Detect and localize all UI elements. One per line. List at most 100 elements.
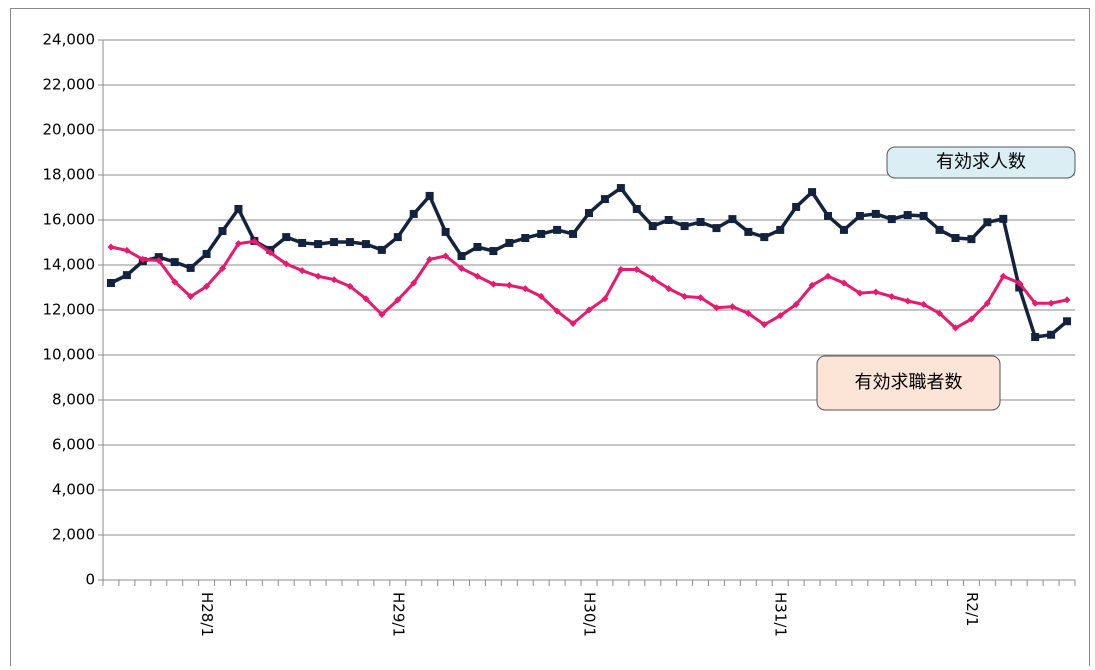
marker xyxy=(712,224,721,233)
marker xyxy=(219,264,227,272)
marker xyxy=(633,266,641,273)
marker xyxy=(521,234,530,242)
marker xyxy=(585,209,593,218)
y-tick-label: 20,000 xyxy=(43,121,96,139)
marker xyxy=(426,255,434,263)
marker xyxy=(664,216,673,224)
marker xyxy=(298,267,306,275)
marker xyxy=(951,324,959,332)
marker xyxy=(776,225,785,234)
marker xyxy=(1031,333,1040,341)
marker xyxy=(298,238,307,247)
marker xyxy=(760,321,768,329)
marker xyxy=(1047,330,1056,339)
marker xyxy=(1015,279,1023,287)
marker xyxy=(999,272,1007,280)
y-tick-label: 8,000 xyxy=(52,391,95,409)
marker xyxy=(410,279,418,287)
marker xyxy=(999,214,1008,223)
marker xyxy=(362,295,370,303)
series-label-box xyxy=(816,355,1001,411)
marker xyxy=(218,227,227,236)
marker xyxy=(680,222,689,231)
marker xyxy=(346,282,354,290)
marker xyxy=(728,303,736,311)
marker xyxy=(967,315,975,323)
y-tick-label: 10,000 xyxy=(43,346,96,364)
series-label-box xyxy=(886,146,1076,179)
marker xyxy=(935,225,944,234)
marker xyxy=(904,297,912,305)
x-tick-label: H31/1 xyxy=(772,592,790,637)
marker xyxy=(919,211,928,220)
marker xyxy=(250,237,258,245)
marker xyxy=(282,233,291,242)
marker xyxy=(473,243,482,251)
y-tick-label: 16,000 xyxy=(43,211,96,229)
marker xyxy=(887,215,896,224)
marker xyxy=(377,245,386,254)
marker xyxy=(425,191,434,200)
marker xyxy=(187,293,195,300)
marker xyxy=(122,271,131,280)
marker xyxy=(409,209,418,218)
marker xyxy=(616,184,625,193)
marker xyxy=(585,306,593,314)
marker xyxy=(1047,299,1055,307)
marker xyxy=(617,266,625,273)
marker xyxy=(234,240,242,248)
marker xyxy=(792,202,801,211)
marker xyxy=(648,222,657,231)
marker xyxy=(888,293,896,300)
marker xyxy=(855,211,864,220)
marker xyxy=(697,294,705,302)
marker xyxy=(744,309,752,317)
marker xyxy=(442,252,450,260)
marker xyxy=(202,249,211,258)
marker xyxy=(361,240,370,249)
series-line xyxy=(110,239,1068,330)
marker xyxy=(632,204,641,213)
marker xyxy=(1031,299,1039,307)
marker xyxy=(441,227,450,236)
marker xyxy=(808,281,816,289)
marker xyxy=(839,225,848,234)
marker xyxy=(378,311,386,318)
marker xyxy=(234,204,243,213)
marker xyxy=(537,229,546,238)
marker xyxy=(266,249,274,257)
marker xyxy=(681,293,689,300)
marker xyxy=(967,235,976,244)
marker xyxy=(792,300,800,308)
x-tick-label: R2/1 xyxy=(963,592,981,627)
marker xyxy=(776,312,784,320)
y-tick-label: 14,000 xyxy=(43,256,96,274)
marker xyxy=(712,304,720,312)
marker xyxy=(521,285,529,293)
marker xyxy=(170,258,179,267)
y-tick-label: 0 xyxy=(85,571,95,589)
marker xyxy=(569,229,578,238)
marker xyxy=(871,209,880,218)
marker xyxy=(155,257,163,264)
marker xyxy=(203,282,211,290)
marker xyxy=(505,238,514,247)
y-tick-label: 24,000 xyxy=(43,31,96,49)
y-tick-label: 4,000 xyxy=(52,481,95,499)
marker xyxy=(123,246,131,254)
marker xyxy=(1063,296,1071,304)
marker xyxy=(489,280,497,288)
marker xyxy=(458,264,466,272)
marker xyxy=(824,272,832,280)
y-tick-label: 2,000 xyxy=(52,526,95,544)
marker xyxy=(920,300,928,308)
marker xyxy=(345,238,354,247)
marker xyxy=(505,281,513,289)
marker xyxy=(569,320,577,327)
marker xyxy=(744,227,753,236)
marker xyxy=(314,240,323,249)
x-tick-label: H30/1 xyxy=(581,592,599,637)
marker xyxy=(728,215,737,224)
marker xyxy=(171,278,179,286)
marker xyxy=(107,243,115,251)
